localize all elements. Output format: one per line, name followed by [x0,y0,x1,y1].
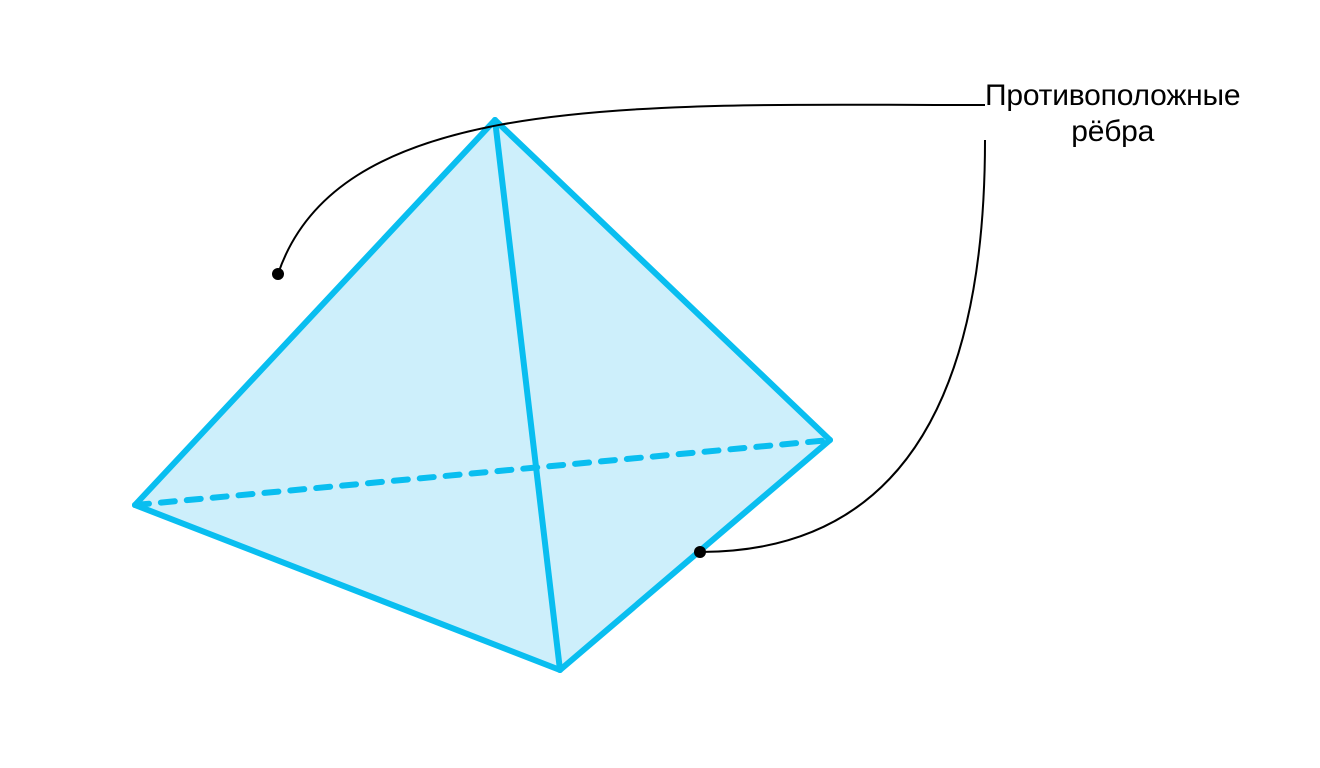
callout-dot-top [272,268,284,280]
label-opposite-edges: Противоположные рёбра [985,78,1240,150]
callout-dot-bottom [694,546,706,558]
diagram-canvas: Противоположные рёбра [0,0,1320,768]
label-line-2: рёбра [985,114,1240,150]
label-line-1: Противоположные [985,78,1240,114]
